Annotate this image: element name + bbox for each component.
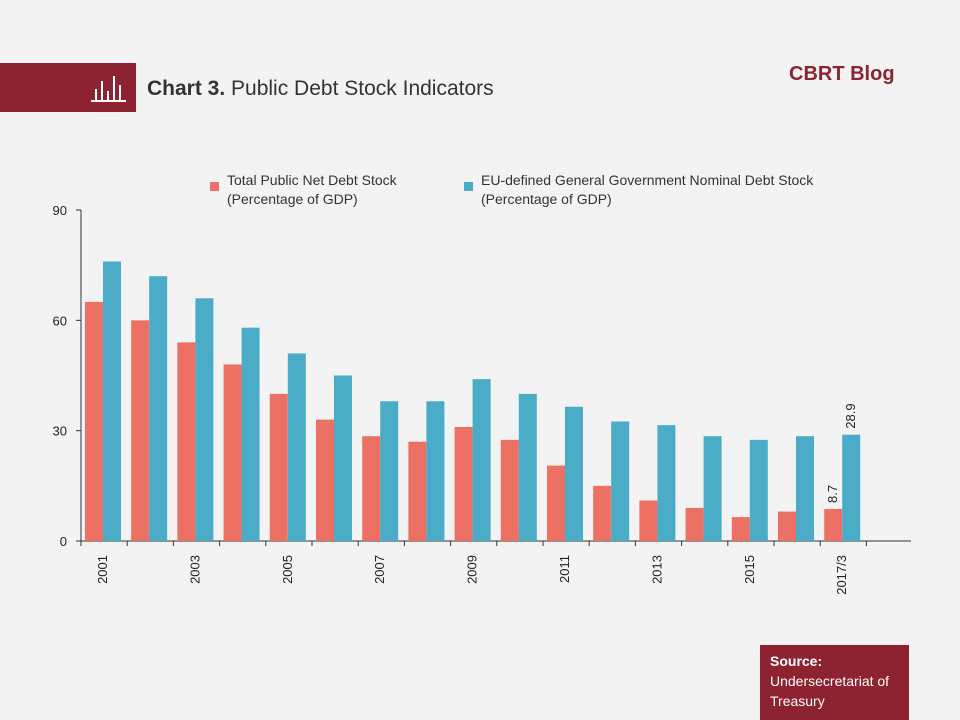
bar-net-debt (362, 436, 381, 541)
legend-item-eu-debt: EU-defined General Government Nominal De… (464, 171, 814, 209)
x-tick-label: 2015 (742, 555, 757, 584)
source-label: Source: (770, 653, 823, 669)
data-label: 8.7 (825, 485, 840, 503)
title-banner (0, 63, 136, 112)
bar-net-debt (778, 511, 796, 541)
x-tick-label: 2011 (557, 555, 572, 583)
bar-eu-debt (195, 298, 214, 541)
bar-chart-icon (91, 76, 126, 102)
x-tick-label: 2009 (465, 555, 480, 584)
brand-logo: CBRT Blog (789, 63, 895, 85)
bar-eu-debt (703, 436, 722, 541)
bar-eu-debt (749, 439, 768, 541)
x-tick-label: 2017/3 (834, 555, 849, 595)
bar-eu-debt (796, 436, 814, 541)
bar-net-debt (593, 485, 612, 541)
bar-net-debt (85, 301, 103, 541)
source-text: Undersecretariat of Treasury (770, 673, 890, 709)
x-tick-label: 2013 (649, 555, 664, 584)
bar-eu-debt (380, 401, 399, 541)
legend-swatch-net-debt (210, 182, 219, 191)
bar-eu-debt (565, 406, 583, 541)
chart-number: Chart 3. (147, 77, 226, 100)
legend-sublabel-eu-debt: (Percentage of GDP) (481, 191, 612, 207)
bar-net-debt (685, 507, 704, 541)
y-tick-label: 90 (53, 203, 67, 218)
bar-eu-debt (657, 425, 676, 541)
bar-net-debt (454, 426, 473, 541)
bar-eu-debt (518, 393, 537, 541)
legend-label-eu-debt: EU-defined General Government Nominal De… (481, 172, 814, 188)
legend-label-net-debt: Total Public Net Debt Stock (227, 172, 397, 188)
legend-sublabel-net-debt: (Percentage of GDP) (227, 191, 358, 207)
bar-eu-debt (611, 421, 630, 541)
x-tick-label: 2003 (187, 555, 202, 584)
bar-net-debt (269, 393, 288, 541)
bar-eu-debt (103, 261, 121, 541)
bar-net-debt (223, 364, 242, 541)
bar-eu-debt (241, 327, 260, 541)
bar-eu-debt (472, 379, 491, 541)
y-tick-label: 30 (53, 424, 67, 439)
chart-title: Chart 3. Public Debt Stock Indicators (147, 77, 494, 101)
x-tick-label: 2005 (280, 555, 295, 584)
source-box: Source: Undersecretariat of Treasury (760, 645, 909, 720)
bar-eu-debt (287, 353, 306, 541)
y-tick-label: 60 (53, 313, 67, 328)
bar-eu-debt (334, 375, 352, 541)
bar-net-debt (131, 320, 150, 541)
bar-net-debt (547, 465, 565, 541)
bar-net-debt (177, 342, 196, 541)
legend-swatch-eu-debt (464, 182, 473, 191)
chart-title-text: Public Debt Stock Indicators (231, 77, 494, 100)
bar-net-debt (408, 441, 427, 541)
legend-item-net-debt: Total Public Net Debt Stock (Percentage … (210, 171, 397, 209)
bar-net-debt (731, 517, 750, 541)
bar-net-debt (639, 500, 658, 541)
bar-eu-debt (149, 276, 168, 541)
bar-net-debt (316, 419, 334, 541)
y-tick-label: 0 (60, 534, 67, 549)
bar-eu-debt (426, 401, 445, 541)
x-tick-label: 2001 (95, 555, 110, 584)
data-label: 28.9 (843, 403, 858, 428)
bar-net-debt (500, 439, 519, 541)
bar-eu-debt (842, 434, 861, 541)
bar-net-debt (824, 509, 843, 541)
x-tick-label: 2007 (372, 555, 387, 584)
